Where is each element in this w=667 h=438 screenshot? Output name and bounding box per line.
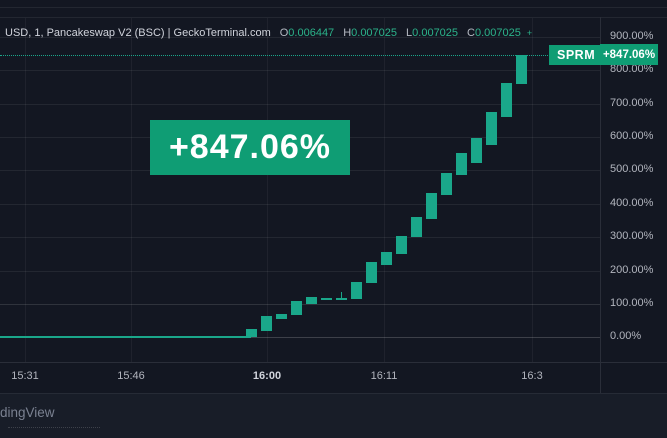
- ohlc-low-value: 0.007025: [412, 27, 459, 39]
- gridline-horizontal: [0, 70, 600, 72]
- ohlc-close-letter: C: [467, 27, 475, 39]
- ohlc-high-letter: H: [343, 27, 352, 39]
- price-tick-label: 0.00%: [610, 330, 642, 343]
- ohlc-open-value: 0.006447: [288, 27, 335, 39]
- pane-top-border: [0, 17, 667, 18]
- candle: [441, 172, 452, 195]
- candle: [471, 138, 482, 164]
- time-tick-label: 16:11: [370, 370, 398, 382]
- gridline-vertical: [532, 18, 533, 362]
- candle: [366, 261, 377, 284]
- candle-wick: [341, 292, 342, 298]
- gridline-horizontal: [0, 237, 600, 239]
- ohlc-high: H0.007025: [343, 27, 397, 39]
- time-axis[interactable]: 15:31 15:46 16:00 16:11 16:3: [0, 362, 667, 394]
- candle: [276, 314, 287, 320]
- candle: [336, 298, 347, 300]
- ohlc-high-value: 0.007025: [351, 27, 398, 39]
- price-tick-label: 900.00%: [610, 29, 654, 42]
- tradingview-watermark[interactable]: dingView: [0, 405, 55, 420]
- ohlc-low: L0.007025: [406, 27, 458, 39]
- candle: [306, 297, 317, 305]
- ticker-tag: SPRM: [549, 45, 604, 65]
- price-tick-label: 600.00%: [610, 130, 654, 143]
- candle: [321, 298, 332, 300]
- price-tick-label: 400.00%: [610, 196, 654, 209]
- gridline-vertical: [25, 18, 26, 362]
- toolbar-divider: [0, 7, 667, 8]
- footer-faint-dots: [8, 427, 100, 428]
- gridline-horizontal: [0, 203, 600, 205]
- symbol-info: USD, 1, Pancakeswap V2 (BSC) | GeckoTerm…: [5, 27, 271, 39]
- chart-legend: USD, 1, Pancakeswap V2 (BSC) | GeckoTerm…: [5, 26, 532, 40]
- time-tick-label: 16:3: [521, 370, 543, 382]
- change-prefix: +: [526, 28, 533, 38]
- candle: [501, 82, 512, 118]
- candle: [426, 192, 437, 219]
- price-tick-label: 500.00%: [610, 163, 654, 176]
- ohlc-close-value: 0.007025: [475, 27, 521, 39]
- price-tick-label: 200.00%: [610, 263, 654, 276]
- current-price-badge: +847.06%: [600, 44, 658, 65]
- price-axis-border: [600, 17, 601, 393]
- candle: [456, 153, 467, 176]
- price-tick-label: 300.00%: [610, 230, 654, 243]
- gridline-horizontal: [0, 103, 600, 105]
- percent-change-overlay-label: +847.06%: [150, 120, 350, 175]
- gridline-vertical: [384, 18, 385, 362]
- gridline-vertical: [131, 18, 132, 362]
- price-tick-label: 800.00%: [610, 63, 654, 76]
- ohlc-low-letter: L: [406, 27, 413, 39]
- flat-price-segment: [0, 336, 251, 339]
- candle: [201, 336, 212, 338]
- candle: [411, 216, 422, 237]
- candle: [516, 54, 527, 84]
- candle: [381, 252, 392, 265]
- candle: [291, 301, 302, 316]
- time-tick-label: 16:00: [252, 370, 282, 382]
- chart-pane[interactable]: +847.06%: [0, 18, 600, 362]
- candle: [351, 282, 362, 300]
- gridline-vertical: [267, 18, 268, 362]
- ohlc-close: C0.007025: [467, 27, 521, 39]
- current-price-dotted-line: [0, 54, 548, 56]
- time-tick-label: 15:46: [117, 370, 145, 382]
- gridline-horizontal: [0, 270, 600, 272]
- gridline-horizontal: [0, 337, 600, 339]
- ohlc-open: O0.006447: [280, 27, 334, 39]
- ohlc-open-letter: O: [279, 27, 289, 39]
- candle: [486, 112, 497, 146]
- candle: [396, 235, 407, 254]
- candle: [261, 316, 272, 332]
- candle: [246, 329, 257, 338]
- price-tick-label: 700.00%: [610, 96, 654, 109]
- gridline-horizontal: [0, 36, 600, 38]
- price-tick-label: 100.00%: [610, 297, 654, 309]
- candle: [216, 336, 227, 338]
- candle: [231, 335, 242, 338]
- time-tick-label: 15:31: [11, 370, 39, 382]
- footer-bar: dingView: [0, 393, 667, 438]
- price-axis[interactable]: 900.00% 800.00% 700.00% 600.00% 500.00% 400.0…: [600, 0, 667, 438]
